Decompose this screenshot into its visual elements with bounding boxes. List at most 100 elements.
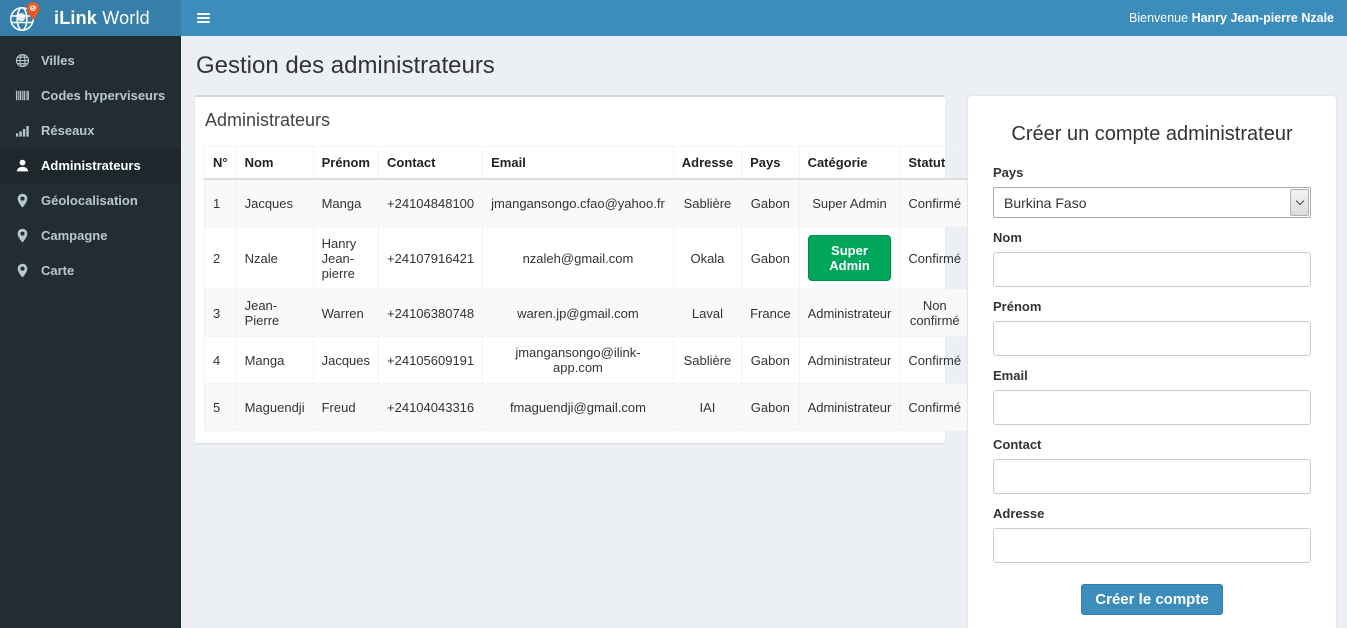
cell-email: nzaleh@gmail.com — [482, 226, 674, 290]
sidebar-item-carte[interactable]: Carte — [0, 253, 181, 288]
adresse-input[interactable] — [993, 528, 1311, 563]
user-icon — [15, 158, 30, 173]
column-header: Prénom — [312, 146, 380, 180]
column-header: Email — [482, 146, 674, 180]
cell-categorie: Administrateur — [798, 289, 901, 337]
sidebar-item-villes[interactable]: Villes — [0, 43, 181, 78]
cell-contact: +24104043316 — [378, 383, 484, 431]
cell-num: 5 — [204, 383, 237, 431]
column-header: Statut — [899, 146, 971, 180]
ilink-globe-logo-icon: S — [8, 2, 42, 34]
sidebar-menu: Villes Codes hyperviseurs Réseaux Admini… — [0, 36, 181, 628]
cell-prenom: Jacques — [312, 336, 380, 384]
barcode-icon — [15, 88, 30, 103]
column-header: N° — [204, 146, 237, 180]
contact-input[interactable] — [993, 459, 1311, 494]
table-header-row: N° Nom Prénom Contact Email Adresse Pays Catégo… — [204, 146, 1120, 180]
column-header: Adresse — [672, 146, 743, 180]
sidebar-item-administrateurs[interactable]: Administrateurs — [0, 148, 181, 183]
cell-statut: Confirmé — [899, 226, 971, 290]
sidebar-item-r-seaux[interactable]: Réseaux — [0, 113, 181, 148]
column-header: Catégorie — [798, 146, 901, 180]
cell-pays: Gabon — [741, 336, 800, 384]
cell-adresse: IAI — [672, 383, 743, 431]
column-header: Nom — [235, 146, 314, 180]
pays-field-group: Pays Burkina Faso — [993, 165, 1311, 218]
pays-select[interactable]: Burkina Faso — [993, 187, 1311, 218]
cell-adresse: Sablière — [672, 178, 743, 227]
cell-prenom: Hanry Jean-pierre — [312, 226, 380, 290]
cell-num: 4 — [204, 336, 237, 384]
map-marker-icon — [15, 228, 30, 243]
cell-adresse: Okala — [672, 226, 743, 290]
cell-statut: Confirmé — [899, 178, 971, 227]
cell-categorie: Administrateur — [798, 383, 901, 431]
cell-num: 2 — [204, 226, 237, 290]
brand-logo-link[interactable]: S iLink World — [0, 0, 181, 36]
brand-title: iLink World — [54, 7, 150, 28]
contact-field-group: Contact — [993, 437, 1311, 494]
cell-nom: Jean-Pierre — [235, 289, 314, 337]
top-navbar: S iLink World Bienvenue Hanry Jean-pierr… — [0, 0, 1347, 36]
cell-categorie: Super Admin — [798, 178, 901, 227]
prenom-field-group: Prénom — [993, 299, 1311, 356]
cell-prenom: Freud — [312, 383, 380, 431]
navbar: Bienvenue Hanry Jean-pierre Nzale — [181, 0, 1347, 36]
cell-pays: Gabon — [741, 178, 800, 227]
prenom-input[interactable] — [993, 321, 1311, 356]
contact-label: Contact — [993, 437, 1042, 452]
cell-adresse: Laval — [672, 289, 743, 337]
cell-pays: Gabon — [741, 383, 800, 431]
create-account-button[interactable]: Créer le compte — [1081, 584, 1223, 615]
cell-statut: Non confirmé — [899, 289, 971, 337]
svg-text:S: S — [31, 6, 35, 12]
cell-num: 3 — [204, 289, 237, 337]
sidebar-item-campagne[interactable]: Campagne — [0, 218, 181, 253]
nom-field-group: Nom — [993, 230, 1311, 287]
nom-label: Nom — [993, 230, 1022, 245]
cell-pays: Gabon — [741, 226, 800, 290]
cell-contact: +24105609191 — [378, 336, 484, 384]
cell-adresse: Sablière — [672, 336, 743, 384]
globe-icon — [15, 53, 30, 68]
prenom-label: Prénom — [993, 299, 1042, 314]
panel-title: Administrateurs — [205, 110, 331, 130]
cell-prenom: Manga — [312, 178, 380, 227]
cell-statut: Confirmé — [899, 383, 971, 431]
cell-email: fmaguendji@gmail.com — [482, 383, 674, 431]
email-label: Email — [993, 368, 1028, 383]
cell-email: jmangansongo.cfao@yahoo.fr — [482, 178, 674, 227]
cell-contact: +24107916421 — [378, 226, 484, 290]
email-field-group: Email — [993, 368, 1311, 425]
cell-nom: Manga — [235, 336, 314, 384]
cell-categorie: Super Admin — [798, 226, 901, 290]
cell-nom: Jacques — [235, 178, 314, 227]
cell-nom: Maguendji — [235, 383, 314, 431]
cell-pays: France — [741, 289, 800, 337]
sidebar-item-g-olocalisation[interactable]: Géolocalisation — [0, 183, 181, 218]
sidebar-toggle-hamburger-icon[interactable] — [181, 0, 225, 36]
cell-email: jmangansongo@ilink-app.com — [482, 336, 674, 384]
email-input[interactable] — [993, 390, 1311, 425]
column-header: Contact — [378, 146, 484, 180]
cell-num: 1 — [204, 178, 237, 227]
pays-label: Pays — [993, 165, 1024, 180]
map-marker-icon — [15, 193, 30, 208]
cell-email: waren.jp@gmail.com — [482, 289, 674, 337]
cell-prenom: Warren — [312, 289, 380, 337]
cell-contact: +24104848100 — [378, 178, 484, 227]
administrators-panel: Administrateurs N° Nom Prénom Contact Email A… — [195, 95, 1120, 443]
map-marker-icon — [15, 263, 30, 278]
adresse-field-group: Adresse — [993, 506, 1311, 563]
welcome-text: Bienvenue Hanry Jean-pierre Nzale — [1129, 11, 1334, 25]
nom-input[interactable] — [993, 252, 1311, 287]
create-admin-card: Créer un compte administrateur Pays Burk… — [967, 95, 1337, 628]
column-header: Pays — [741, 146, 800, 180]
form-title: Créer un compte administrateur — [1011, 123, 1293, 145]
super-admin-badge-button[interactable]: Super Admin — [807, 235, 892, 281]
main-content: Gestion des administrateurs Administrate… — [181, 36, 1347, 628]
cell-nom: Nzale — [235, 226, 314, 290]
cell-categorie: Administrateur — [798, 336, 901, 384]
sidebar-item-codes-hyperviseurs[interactable]: Codes hyperviseurs — [0, 78, 181, 113]
adresse-label: Adresse — [993, 506, 1045, 521]
